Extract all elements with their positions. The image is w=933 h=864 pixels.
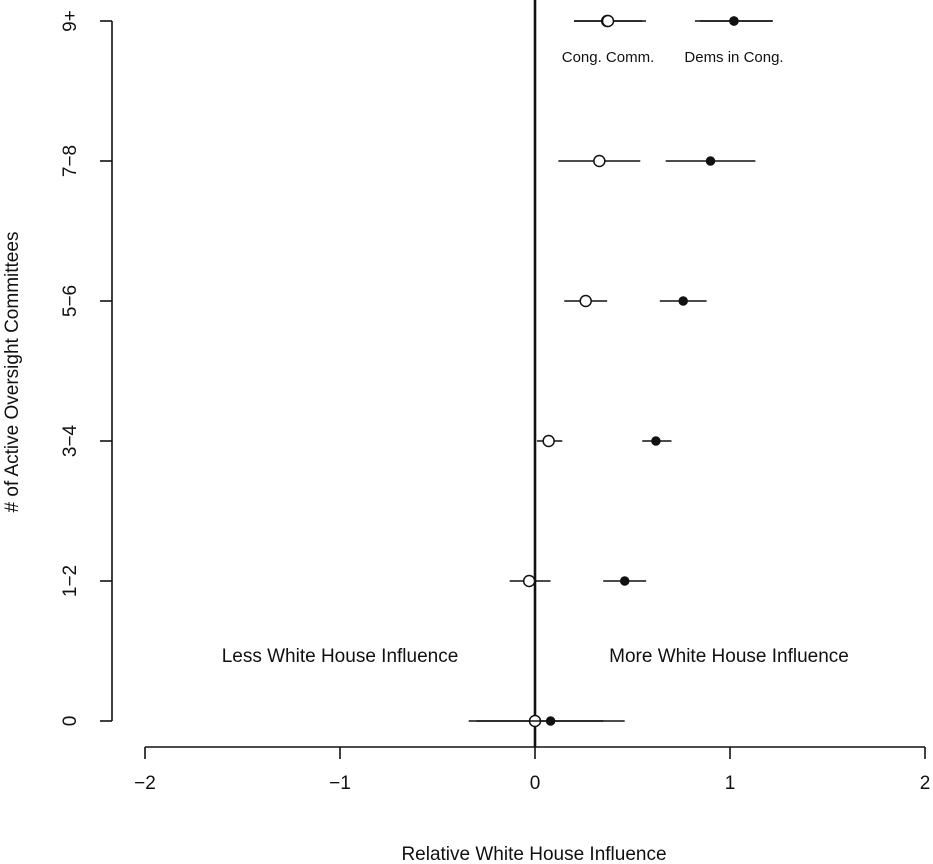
y-tick-label: 1−2: [60, 565, 81, 597]
y-tick-label: 0: [60, 716, 81, 727]
data-point-open: [593, 154, 606, 168]
x-tick-label: 2: [920, 773, 931, 794]
data-point-open: [522, 574, 536, 588]
data-point-filled: [678, 296, 688, 306]
legend-label: Dems in Cong.: [684, 49, 783, 66]
x-tick-label: −2: [134, 773, 156, 794]
x-tick-label: 0: [530, 773, 541, 794]
y-tick-label: 5−6: [60, 285, 81, 317]
annotation-left: Less White House Influence: [222, 646, 459, 667]
data-point-open: [579, 294, 592, 308]
data-point-filled: [705, 156, 716, 166]
legend-label: Cong. Comm.: [562, 49, 655, 66]
legend-swatch-marker: [729, 16, 739, 26]
legend: Cong. Comm. Dems in Cong.: [562, 14, 784, 66]
data-point-open: [542, 434, 555, 448]
data-point-filled: [619, 576, 630, 586]
legend-swatch-marker: [601, 14, 615, 28]
data-point-filled: [651, 436, 661, 446]
x-tick-label: −1: [329, 773, 351, 794]
y-tick-label: 7−8: [60, 145, 81, 177]
data-marks: [468, 14, 773, 728]
y-axis-label: # of Active Oversight Committees: [2, 232, 23, 513]
annotation-right: More White House Influence: [609, 646, 849, 667]
y-tick-label: 9+: [60, 10, 81, 32]
x-axis-label: Relative White House Influence: [401, 844, 666, 864]
x-tick-label: 1: [725, 773, 736, 794]
axes: −2 −1 0 1 2 0 1−2 3−4 5−6 7−8 9+: [60, 0, 930, 794]
y-tick-label: 3−4: [60, 424, 81, 457]
data-point-filled: [545, 716, 556, 726]
